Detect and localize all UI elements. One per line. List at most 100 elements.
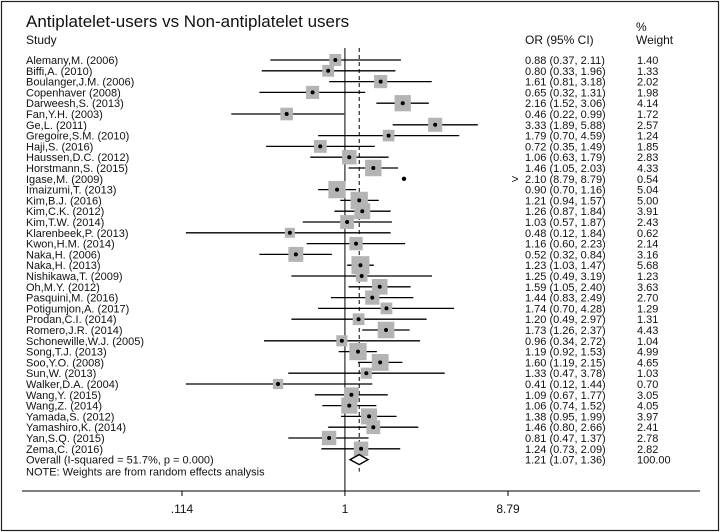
study-point-marker xyxy=(333,58,338,62)
study-weight-value: 4.14 xyxy=(637,98,658,110)
study-point-marker xyxy=(349,392,354,397)
study-ci-value: 0.48 (0.12, 1.84) xyxy=(525,228,606,240)
study-label: Copenhaver (2008) xyxy=(26,87,121,99)
x-tick-label: 8.79 xyxy=(496,502,520,516)
study-ci-value: 1.79 (0.70, 4.59) xyxy=(525,131,606,143)
study-label: Walker,D.A. (2004) xyxy=(26,379,119,391)
study-point-marker xyxy=(287,230,292,235)
study-weight-value: 1.29 xyxy=(637,303,658,315)
study-ci-value: 1.44 (0.83, 2.49) xyxy=(525,293,606,305)
study-weight-value: 0.62 xyxy=(637,228,658,240)
study-label: Kim,T.W. (2014) xyxy=(26,217,104,229)
study-weight-value: 2.57 xyxy=(637,120,658,132)
study-point-marker xyxy=(364,371,369,376)
study-point-marker xyxy=(359,446,364,451)
study-ci-value: 1.06 (0.74, 1.52) xyxy=(525,401,606,413)
study-point-marker xyxy=(354,241,359,246)
study-weight-value: 1.04 xyxy=(637,336,658,348)
study-ci-value: 1.46 (1.05, 2.03) xyxy=(525,163,606,175)
study-weight-value: 4.43 xyxy=(637,325,658,337)
study-ci-value: 1.74 (0.70, 4.28) xyxy=(525,303,606,315)
weights-note: NOTE: Weights are from random effects an… xyxy=(26,467,265,479)
study-label: Yamada,S. (2012) xyxy=(26,411,114,423)
study-label: Imaizumi,T. (2013) xyxy=(26,185,116,197)
study-point-marker xyxy=(293,252,298,257)
study-weight-value: 2.02 xyxy=(637,77,658,89)
study-point-marker xyxy=(357,198,362,203)
study-weight-value: 1.85 xyxy=(637,141,658,153)
study-weight-value: 3.05 xyxy=(637,390,658,402)
study-point-marker xyxy=(378,360,383,365)
study-weight-value: 5.00 xyxy=(637,195,658,207)
study-point-marker xyxy=(358,263,363,268)
study-label: Gregoire,S.M. (2010) xyxy=(26,131,129,143)
study-point-marker xyxy=(339,338,344,343)
study-label: Nishikawa,T. (2009) xyxy=(26,271,123,283)
study-weight-value: 3.97 xyxy=(637,411,658,423)
study-ci-value: 1.61 (0.81, 3.18) xyxy=(525,77,606,89)
study-label: Fan,Y.H. (2003) xyxy=(26,109,103,121)
study-label: Yan,S.Q. (2015) xyxy=(26,433,105,445)
study-label: Soo,Y.O. (2008) xyxy=(26,357,104,369)
overall-diamond xyxy=(348,453,370,466)
study-point-marker xyxy=(284,112,289,116)
study-point-marker xyxy=(276,382,281,386)
study-ci-value: 1.03 (0.57, 1.87) xyxy=(525,217,606,229)
study-label: Song,T.J. (2013) xyxy=(26,347,107,359)
study-label: Klarenbeek,P. (2013) xyxy=(26,228,129,240)
overall-ci-value: 1.21 (1.07, 1.36) xyxy=(525,455,606,467)
study-point-marker xyxy=(378,79,383,84)
study-label: Oh,M.Y. (2012) xyxy=(26,282,100,294)
study-ci-value: 1.16 (0.60, 2.23) xyxy=(525,239,606,251)
study-weight-value: 4.33 xyxy=(637,163,658,175)
study-ci-value: 1.46 (0.80, 2.66) xyxy=(525,422,606,434)
study-point-marker xyxy=(377,284,382,289)
study-ci-value: 0.80 (0.33, 1.96) xyxy=(525,66,606,78)
study-weight-value: 5.68 xyxy=(637,260,658,272)
study-point-marker xyxy=(310,90,315,95)
study-point-marker xyxy=(433,122,438,127)
study-weight-value: 3.16 xyxy=(637,249,658,261)
study-point-marker xyxy=(384,328,389,332)
overall-label: Overall (I-squared = 51.7%, p = 0.000) xyxy=(26,455,214,467)
study-weight-value: 1.40 xyxy=(637,55,658,67)
study-label: Ge,L. (2011) xyxy=(26,120,87,132)
study-weight-value: 1.03 xyxy=(637,368,658,380)
study-point-marker xyxy=(370,295,375,300)
study-label: Wang,Z. (2014) xyxy=(26,401,102,413)
study-ci-value: 1.06 (0.63, 1.79) xyxy=(525,152,606,164)
study-weight-value: 1.31 xyxy=(637,314,658,326)
study-ci-value: 1.73 (1.26, 2.37) xyxy=(525,325,606,337)
study-point-marker xyxy=(347,155,352,160)
study-label: Naka,H. (2013) xyxy=(26,260,101,272)
study-ci-value: 1.20 (0.49, 2.97) xyxy=(525,314,606,326)
study-weight-value: 2.14 xyxy=(637,239,658,251)
study-ci-value: 0.46 (0.22, 0.99) xyxy=(525,109,606,121)
study-ci-value: 0.65 (0.32, 1.31) xyxy=(525,87,606,99)
study-label: Horstmann,S. (2015) xyxy=(26,163,128,175)
study-label: Alemany,M. (2006) xyxy=(26,55,118,67)
study-point-marker xyxy=(400,101,405,106)
study-ci-value: 1.33 (0.47, 3.78) xyxy=(525,368,606,380)
study-point-marker xyxy=(335,187,340,192)
study-ci-value: 0.52 (0.32, 0.84) xyxy=(525,249,606,261)
study-label: Schonewille,W.J. (2005) xyxy=(26,336,144,348)
study-weight-value: 2.70 xyxy=(637,293,658,305)
study-label: Kim,B.J. (2016) xyxy=(26,195,102,207)
study-label: Potigumjon,A. (2017) xyxy=(26,303,129,315)
study-weight-value: 0.54 xyxy=(637,174,658,186)
study-point-marker xyxy=(355,349,360,354)
weight-percent-header: % xyxy=(636,20,647,34)
study-weight-value: 2.83 xyxy=(637,152,658,164)
study-weight-value: 4.65 xyxy=(637,357,658,369)
study-label: Biffi,A. (2010) xyxy=(26,66,92,78)
x-tick-label: .114 xyxy=(171,502,194,516)
chart-title: Antiplatelet-users vs Non-antiplatelet u… xyxy=(26,12,350,31)
study-label: Boulanger,J.M. (2006) xyxy=(26,77,134,89)
study-point-marker xyxy=(371,166,376,170)
study-point-marker xyxy=(326,68,331,73)
study-weight-value: 1.23 xyxy=(637,271,658,283)
study-ci-value: 0.90 (0.70, 1.16) xyxy=(525,185,606,197)
